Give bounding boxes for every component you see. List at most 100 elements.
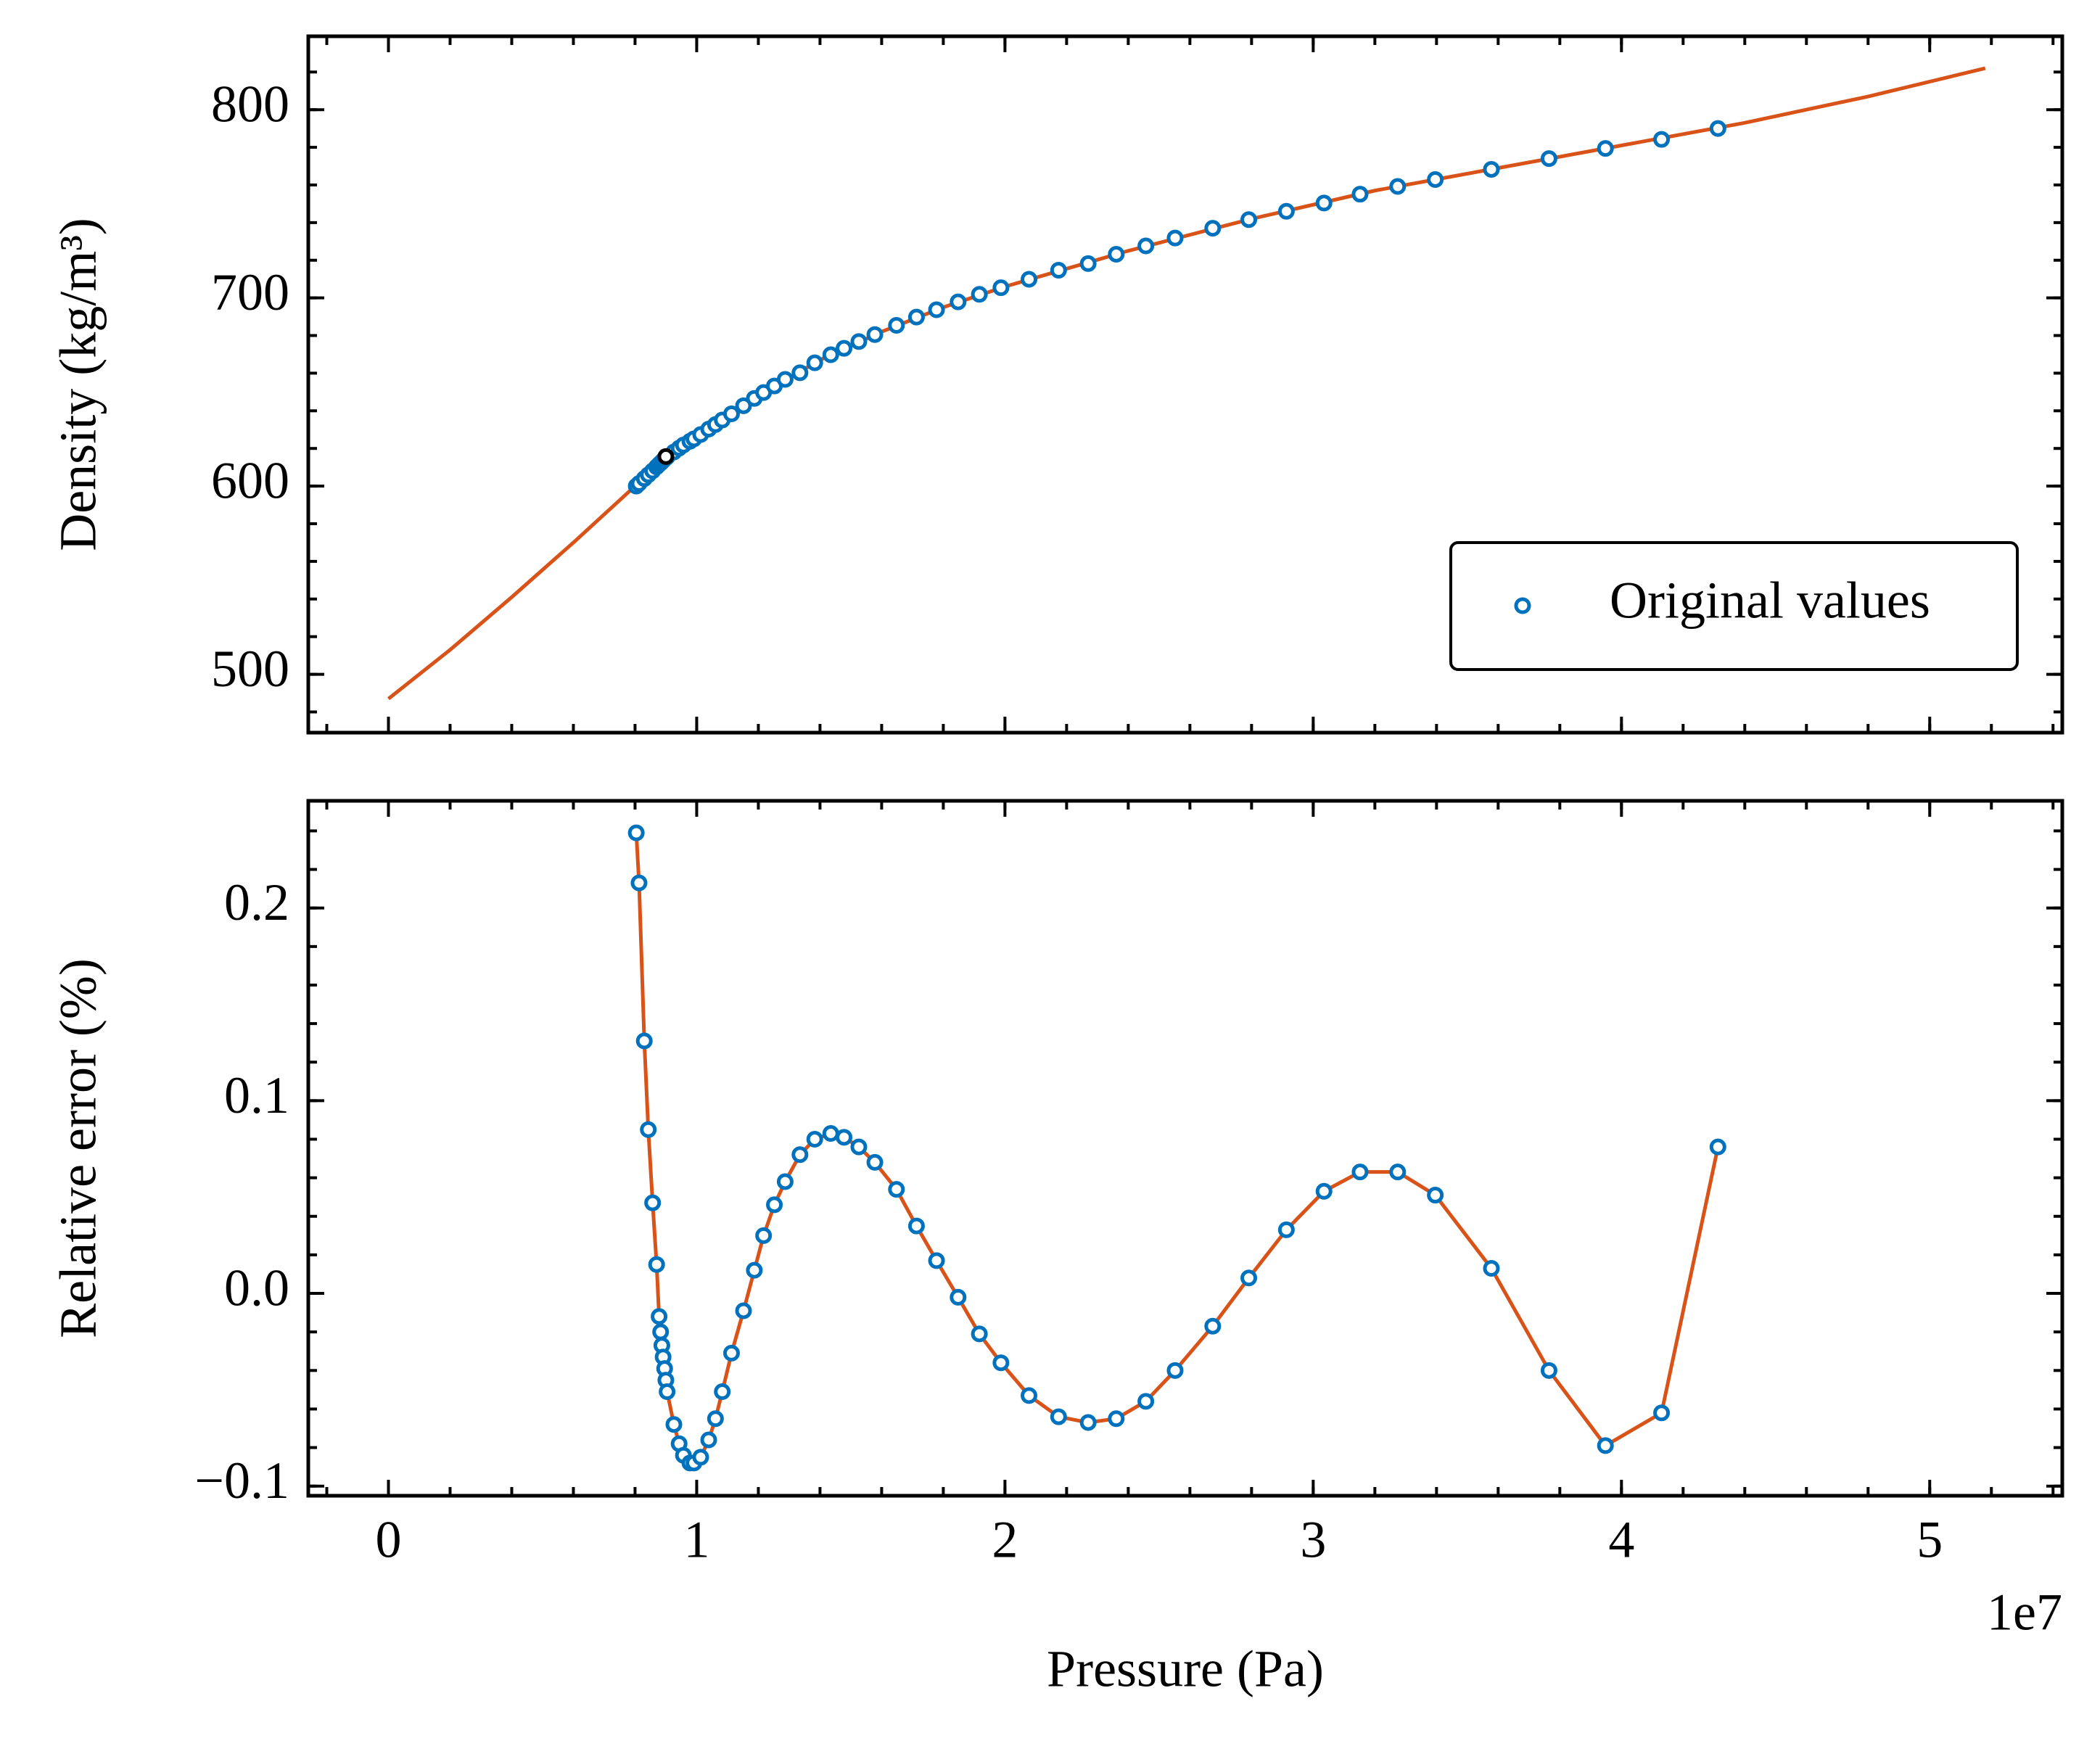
data-point xyxy=(692,1449,709,1466)
data-point xyxy=(1108,245,1125,263)
data-point xyxy=(746,1261,763,1279)
data-point xyxy=(665,1416,683,1433)
data-point xyxy=(1204,1317,1222,1335)
data-point xyxy=(648,1256,665,1273)
data-point xyxy=(1483,160,1500,178)
data-point xyxy=(971,286,988,303)
x-tick-label: 5 xyxy=(1916,1511,1943,1569)
data-point xyxy=(791,1146,809,1164)
data-point xyxy=(888,1181,905,1198)
y-tick-label: −0.1 xyxy=(194,1451,289,1510)
y-tick-label: 800 xyxy=(211,75,289,133)
data-point xyxy=(651,1308,668,1325)
data-point xyxy=(850,1138,868,1156)
data-point xyxy=(1240,211,1258,228)
data-point xyxy=(1389,178,1407,195)
y-tick-label: 600 xyxy=(211,452,289,510)
legend-marker xyxy=(1514,597,1531,614)
axes-frame xyxy=(306,34,2064,735)
data-point xyxy=(776,371,794,388)
data-point xyxy=(735,397,752,414)
x-axis-label: Pressure (Pa) xyxy=(1047,1640,1324,1698)
data-point xyxy=(1427,1187,1444,1204)
data-point xyxy=(992,279,1010,297)
data-point xyxy=(1079,255,1097,272)
data-point xyxy=(806,1131,823,1148)
data-point xyxy=(971,1325,988,1343)
data-point xyxy=(1050,262,1067,279)
y-axis-label: Density (kg/m³) xyxy=(49,218,107,551)
data-point xyxy=(1597,1437,1614,1454)
y-tick-label: 0.1 xyxy=(224,1066,289,1124)
data-point xyxy=(836,1129,853,1146)
data-point xyxy=(635,1032,653,1050)
y-tick-label: 0.0 xyxy=(224,1259,289,1317)
axes-frame xyxy=(306,799,2064,1498)
data-point xyxy=(1709,1138,1726,1156)
data-point xyxy=(1021,1387,1038,1404)
data-point xyxy=(652,1323,670,1341)
data-point xyxy=(822,346,839,363)
data-point xyxy=(806,354,823,371)
data-point xyxy=(1540,150,1557,168)
data-point xyxy=(659,1383,676,1401)
x-tick-label: 2 xyxy=(992,1511,1018,1569)
data-point xyxy=(1597,140,1614,157)
data-point xyxy=(1540,1362,1557,1379)
data-point xyxy=(657,448,675,465)
data-point xyxy=(1483,1260,1500,1277)
y-axis-label: Relative error (%) xyxy=(49,958,107,1338)
data-point xyxy=(907,1217,925,1235)
data-point xyxy=(644,1194,662,1211)
data-point xyxy=(928,1252,945,1269)
data-point xyxy=(850,333,868,350)
data-point xyxy=(950,1288,967,1306)
data-point xyxy=(1050,1408,1067,1425)
data-point xyxy=(1166,229,1184,247)
data-point xyxy=(950,293,967,310)
axes: 0 1 2 3 4 5 −0.1 0.0 0.1 0.2 Relative error (%) Pre… xyxy=(49,799,2064,1698)
legend-box xyxy=(1449,541,2019,671)
data-point xyxy=(722,1344,740,1362)
x-offset-label: 1e7 xyxy=(1987,1584,2062,1642)
data-point xyxy=(1137,1393,1155,1410)
data-point xyxy=(714,1383,731,1401)
data-point xyxy=(1427,170,1444,188)
data-point xyxy=(1315,1182,1333,1200)
data-point xyxy=(700,1431,717,1449)
x-tick-label: 0 xyxy=(375,1511,401,1569)
data-point xyxy=(1653,131,1671,148)
x-tick-label: 1 xyxy=(683,1511,709,1569)
y-tick-label: 0.2 xyxy=(224,873,289,931)
data-point xyxy=(822,1125,839,1142)
data-point xyxy=(1240,1269,1258,1287)
data-point xyxy=(707,1410,724,1428)
data-point xyxy=(1079,1414,1097,1431)
data-point xyxy=(1137,237,1155,255)
data-point xyxy=(627,824,645,841)
data-point xyxy=(928,301,945,318)
axes: 500 600 700 800 Density (kg/m³) Original valu… xyxy=(49,34,2064,735)
data-point xyxy=(1166,1362,1184,1379)
y-tick-label: 500 xyxy=(211,640,289,698)
data-point xyxy=(1351,186,1369,203)
data-point xyxy=(866,326,884,343)
data-point xyxy=(1351,1164,1369,1181)
x-tick-label: 3 xyxy=(1300,1511,1326,1569)
data-point xyxy=(722,405,740,422)
data-point xyxy=(735,1302,752,1319)
data-point xyxy=(1277,1221,1295,1238)
data-point xyxy=(907,308,925,326)
data-point xyxy=(992,1354,1010,1372)
y-tick-label: 700 xyxy=(211,263,289,321)
x-tick-label: 4 xyxy=(1608,1511,1634,1569)
data-point xyxy=(1389,1164,1407,1181)
data-point xyxy=(755,1227,773,1244)
data-point xyxy=(1108,1410,1125,1428)
data-point xyxy=(1709,120,1726,137)
data-point xyxy=(1315,194,1333,212)
data-point xyxy=(888,317,905,334)
data-point xyxy=(791,364,809,382)
data-point xyxy=(1277,202,1295,220)
